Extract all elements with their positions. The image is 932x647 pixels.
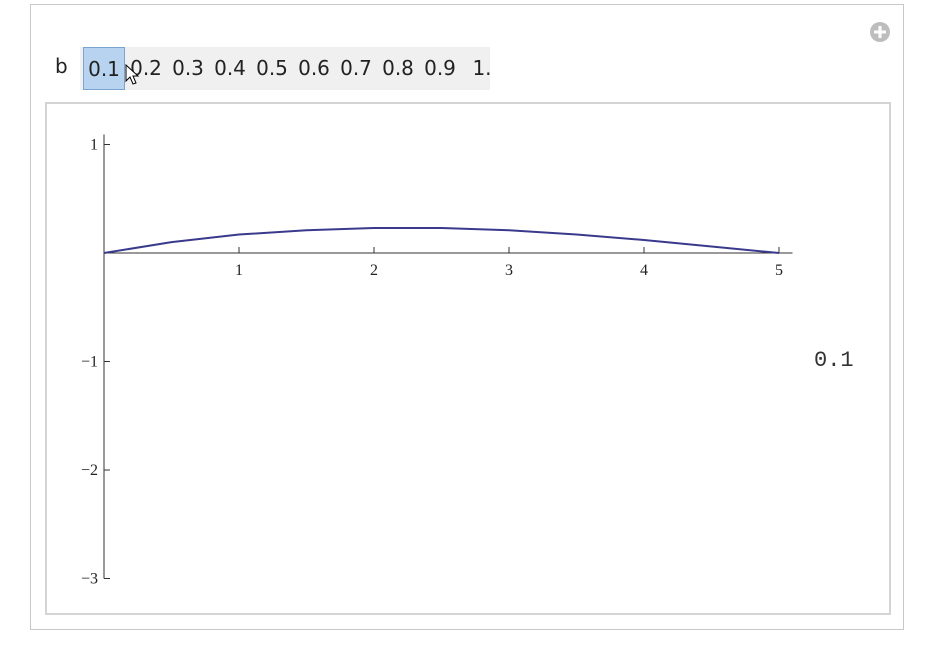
x-tick-label: 5: [775, 262, 783, 279]
manipulate-frame: [30, 4, 904, 630]
y-tick-label: 1: [90, 137, 98, 154]
y-tick-label: −1: [81, 354, 98, 371]
setter-option[interactable]: 0.9: [424, 56, 456, 80]
cursor: [125, 64, 140, 85]
x-tick-label: 4: [640, 262, 648, 279]
y-tick-label: −2: [81, 462, 98, 479]
setter-option[interactable]: 0.6: [298, 56, 330, 80]
x-tick-label: 1: [235, 262, 243, 279]
y-tick-label: −3: [81, 571, 98, 588]
output-value: 0.1: [814, 348, 854, 373]
plot-panel: [45, 102, 891, 615]
x-tick-label: 2: [370, 262, 378, 279]
line-series: [103, 227, 780, 254]
setter-option[interactable]: 0.7: [340, 56, 372, 80]
setter-option[interactable]: 0.4: [214, 56, 246, 80]
setter-bar: [80, 47, 490, 90]
control-label: b: [55, 54, 68, 78]
setter-option[interactable]: 0.5: [256, 56, 288, 80]
setter-option[interactable]: 0.3: [172, 56, 204, 80]
setter-option[interactable]: 0.8: [382, 56, 414, 80]
x-tick-label: 3: [505, 262, 513, 279]
setter-option[interactable]: 0.1: [83, 47, 125, 90]
add-button[interactable]: [868, 20, 892, 44]
setter-option[interactable]: 1.: [472, 56, 492, 80]
